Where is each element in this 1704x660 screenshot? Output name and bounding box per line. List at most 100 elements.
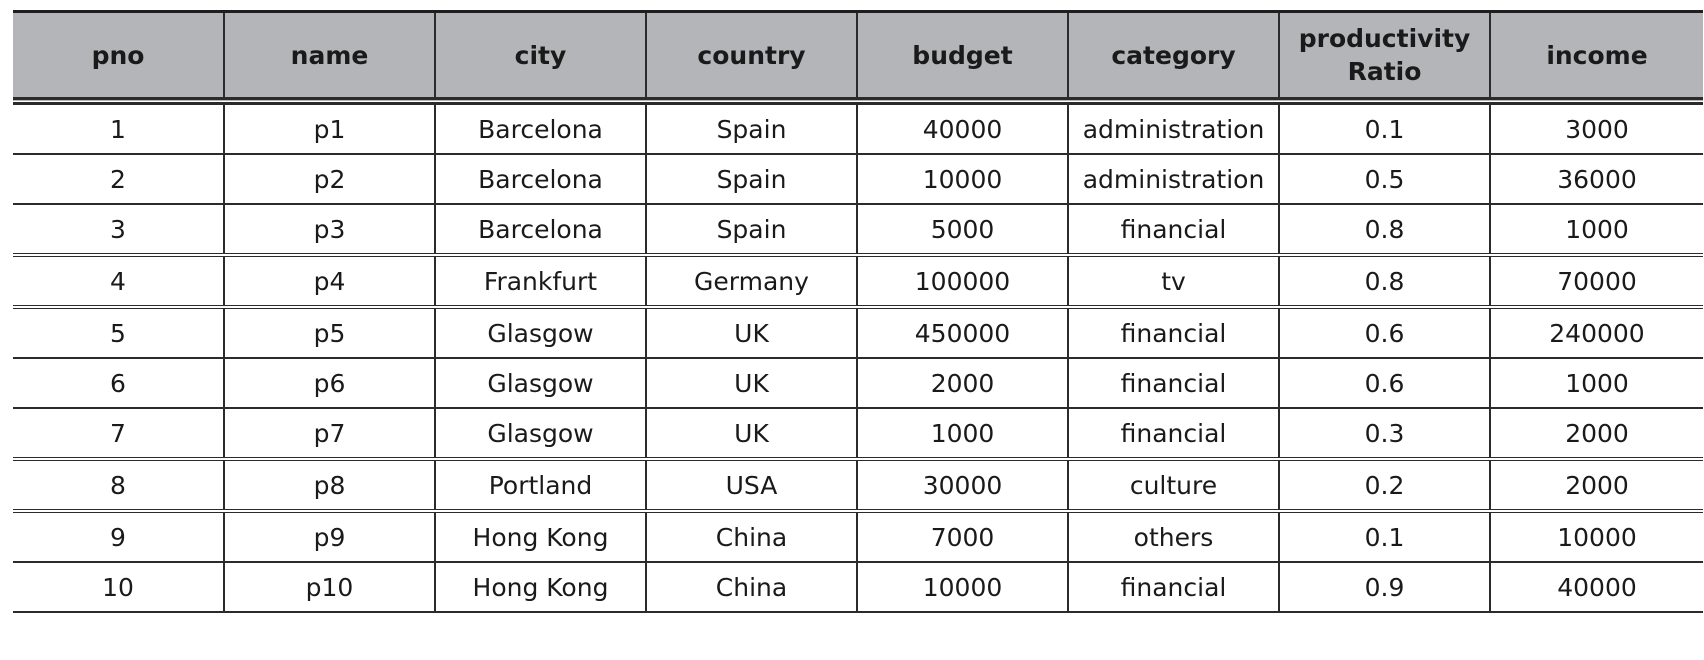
table-cell: 2000 (856, 358, 1069, 409)
column-header-label: pno (91, 40, 145, 70)
column-header-label: name (290, 40, 369, 70)
table-cell: UK (645, 408, 858, 460)
table-cell: UK (645, 358, 858, 409)
table-cell: China (645, 509, 858, 563)
table-cell: 0.6 (1278, 358, 1491, 409)
column-header: city (434, 10, 647, 103)
table-header: pno name city country budget category producti… (13, 10, 1703, 103)
table-cell: 100000 (856, 253, 1069, 308)
table-cell: financial (1067, 408, 1280, 460)
table-cell: Glasgow (434, 358, 647, 409)
table-cell: 30000 (856, 457, 1069, 512)
table-cell: 3 (13, 204, 225, 256)
table-row: 9 p9 Hong Kong China 7000 others 0.1 10000 (13, 509, 1703, 563)
table-cell: 5000 (856, 204, 1069, 256)
table-cell: Barcelona (434, 154, 647, 205)
table-cell: 3000 (1489, 97, 1703, 155)
table-cell: 0.9 (1278, 562, 1491, 613)
column-header: productivity Ratio (1278, 10, 1491, 103)
column-header: income (1489, 10, 1703, 103)
table-cell: p3 (223, 204, 436, 256)
table-cell: Spain (645, 97, 858, 155)
table-cell: UK (645, 305, 858, 359)
table-cell: culture (1067, 457, 1280, 512)
table-cell: 1 (13, 97, 225, 155)
column-header-label: city (514, 40, 567, 70)
column-header: category (1067, 10, 1280, 103)
table-row: 4 p4 Frankfurt Germany 100000 tv 0.8 70000 (13, 253, 1703, 308)
table-cell: financial (1067, 562, 1280, 613)
table-body: 1 p1 Barcelona Spain 40000 administration 0.1 3… (13, 97, 1703, 613)
table-cell: 2000 (1489, 457, 1703, 512)
table-cell: Hong Kong (434, 562, 647, 613)
table-cell: Portland (434, 457, 647, 512)
table-row: 7 p7 Glasgow UK 1000 financial 0.3 2000 (13, 408, 1703, 460)
table-cell: 0.2 (1278, 457, 1491, 512)
header-row: pno name city country budget category producti… (13, 10, 1703, 103)
table-cell: 7000 (856, 509, 1069, 563)
table-cell: financial (1067, 358, 1280, 409)
table-cell: Spain (645, 154, 858, 205)
table-cell: p8 (223, 457, 436, 512)
table-cell: 7 (13, 408, 225, 460)
table-cell: USA (645, 457, 858, 512)
table-cell: 8 (13, 457, 225, 512)
table-cell: others (1067, 509, 1280, 563)
table-cell: 2000 (1489, 408, 1703, 460)
table-cell: Germany (645, 253, 858, 308)
table-row: 2 p2 Barcelona Spain 10000 administration 0.5 3… (13, 154, 1703, 205)
table-cell: p6 (223, 358, 436, 409)
projects-table: pno name city country budget category producti… (13, 10, 1703, 613)
table-cell: 40000 (856, 97, 1069, 155)
table-cell: 10000 (1489, 509, 1703, 563)
table-cell: 0.8 (1278, 253, 1491, 308)
column-header: budget (856, 10, 1069, 103)
table-cell: p2 (223, 154, 436, 205)
table-cell: 0.1 (1278, 97, 1491, 155)
table-cell: Spain (645, 204, 858, 256)
column-header: country (645, 10, 858, 103)
column-header-label: country (697, 40, 806, 70)
table-cell: 1000 (1489, 358, 1703, 409)
table-cell: 450000 (856, 305, 1069, 359)
table-cell: financial (1067, 305, 1280, 359)
table-row: 1 p1 Barcelona Spain 40000 administration 0.1 3… (13, 97, 1703, 155)
table-cell: administration (1067, 97, 1280, 155)
table-cell: 1000 (1489, 204, 1703, 256)
table-cell: tv (1067, 253, 1280, 308)
table-cell: Barcelona (434, 97, 647, 155)
table-cell: 10000 (856, 562, 1069, 613)
table-cell: 10000 (856, 154, 1069, 205)
table-cell: 2 (13, 154, 225, 205)
table-cell: p1 (223, 97, 436, 155)
table-cell: p9 (223, 509, 436, 563)
column-header-label: budget (912, 40, 1013, 70)
table-cell: 0.6 (1278, 305, 1491, 359)
table-cell: 70000 (1489, 253, 1703, 308)
table-cell: Barcelona (434, 204, 647, 256)
table-row: 5 p5 Glasgow UK 450000 financial 0.6 240000 (13, 305, 1703, 359)
table-cell: p10 (223, 562, 436, 613)
table-cell: 6 (13, 358, 225, 409)
column-header-label: income (1546, 40, 1648, 70)
table-cell: 40000 (1489, 562, 1703, 613)
table-cell: p5 (223, 305, 436, 359)
table-cell: administration (1067, 154, 1280, 205)
table-cell: 5 (13, 305, 225, 359)
column-header-label: productivity Ratio (1298, 24, 1471, 86)
table-cell: Glasgow (434, 408, 647, 460)
table-cell: 36000 (1489, 154, 1703, 205)
table-cell: 9 (13, 509, 225, 563)
table-cell: financial (1067, 204, 1280, 256)
table-cell: China (645, 562, 858, 613)
table-cell: 0.1 (1278, 509, 1491, 563)
column-header-label: category (1111, 40, 1236, 70)
table-cell: 4 (13, 253, 225, 308)
projects-table-container: pno name city country budget category producti… (13, 10, 1703, 613)
table-cell: 0.3 (1278, 408, 1491, 460)
column-header: pno (13, 10, 225, 103)
table-cell: 10 (13, 562, 225, 613)
column-header: name (223, 10, 436, 103)
table-cell: Frankfurt (434, 253, 647, 308)
table-row: 8 p8 Portland USA 30000 culture 0.2 2000 (13, 457, 1703, 512)
